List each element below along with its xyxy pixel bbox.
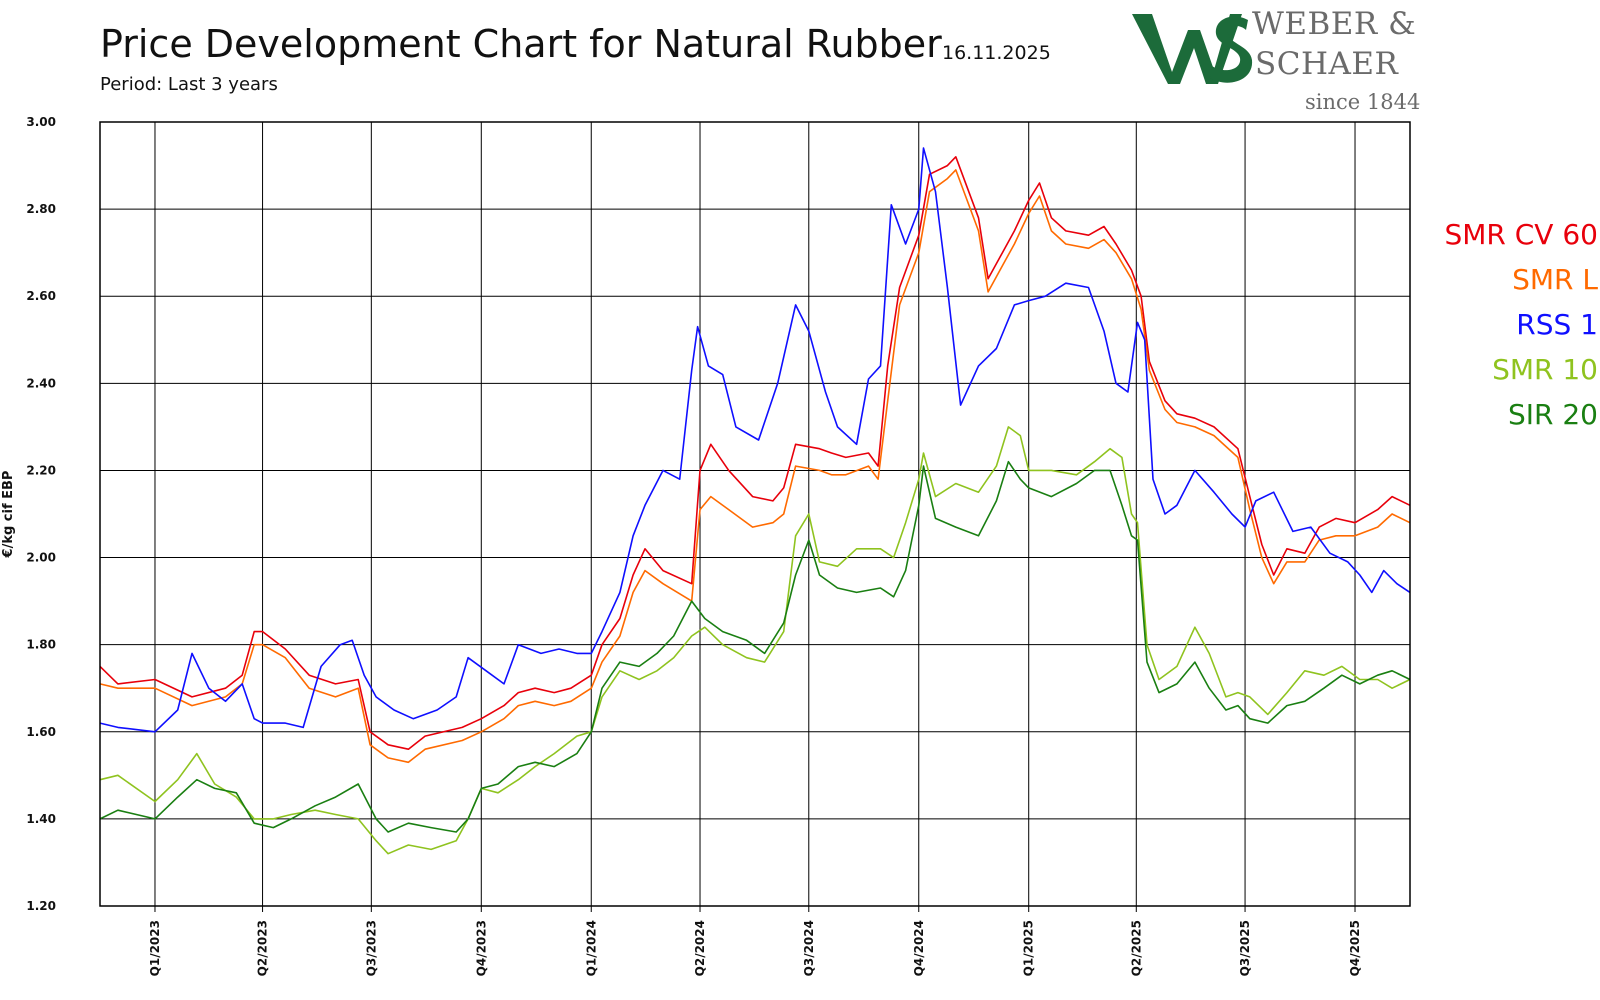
x-tick-label: Q3/2023 xyxy=(364,920,378,976)
y-tick-label: 2.60 xyxy=(26,289,56,303)
chart-date: 16.11.2025 xyxy=(942,42,1051,64)
y-tick-label: 2.00 xyxy=(26,551,56,565)
y-tick-label: 1.80 xyxy=(26,638,56,652)
grid-lines xyxy=(100,121,1410,912)
legend-item-sir20: SIR 20 xyxy=(1507,398,1598,431)
logo-text-line3: since 1844 xyxy=(1305,90,1421,114)
legend-item-smr-cv60: SMR CV 60 xyxy=(1444,218,1598,251)
chart-title: Price Development Chart for Natural Rubb… xyxy=(100,22,942,66)
x-tick-label: Q2/2025 xyxy=(1129,920,1143,976)
y-tick-label: 2.40 xyxy=(26,376,56,390)
legend-item-smr-l: SMR L xyxy=(1512,263,1598,296)
y-tick-label: 1.20 xyxy=(26,899,56,913)
logo-text-line1: WEBER & xyxy=(1252,6,1417,42)
y-axis-label: €/kg cif EBP xyxy=(1,471,16,559)
x-tick-label: Q1/2023 xyxy=(148,920,162,976)
weber-schaer-logo-mark xyxy=(1132,14,1253,84)
series-line-smr-10 xyxy=(99,426,1411,855)
x-tick-label: Q4/2025 xyxy=(1348,920,1362,976)
y-axis-ticks: 1.20 1.40 1.60 1.80 2.00 2.20 2.40 2.60 2.80 3.00 xyxy=(26,115,56,913)
x-axis-ticks: Q1/2023 Q2/2023 Q3/2023 Q4/2023 Q1/2024 Q2/20… xyxy=(148,920,1362,976)
legend-item-rss1: RSS 1 xyxy=(1516,308,1598,341)
x-tick-label: Q2/2024 xyxy=(693,920,707,976)
x-tick-label: Q3/2024 xyxy=(802,920,816,976)
x-tick-label: Q4/2023 xyxy=(474,920,488,976)
logo-w-shape xyxy=(1132,14,1242,84)
x-tick-label: Q1/2024 xyxy=(584,920,598,976)
series-line-sir-20 xyxy=(99,460,1411,833)
x-tick-label: Q2/2023 xyxy=(256,920,270,976)
y-tick-label: 1.60 xyxy=(26,725,56,739)
y-tick-label: 3.00 xyxy=(26,115,56,129)
logo-text-line2: SCHAER xyxy=(1255,46,1399,82)
x-tick-label: Q3/2025 xyxy=(1238,920,1252,976)
y-tick-label: 2.20 xyxy=(26,463,56,477)
chart-subtitle: Period: Last 3 years xyxy=(100,74,278,95)
y-tick-label: 2.80 xyxy=(26,202,56,216)
x-tick-label: Q1/2025 xyxy=(1022,920,1036,976)
series-line-smr-cv-60 xyxy=(99,156,1411,750)
series-lines xyxy=(99,147,1411,855)
series-line-rss-1 xyxy=(99,147,1411,733)
y-tick-label: 1.40 xyxy=(26,812,56,826)
logo-s-shape xyxy=(1210,16,1253,83)
x-tick-label: Q4/2024 xyxy=(912,920,926,976)
plot-area-frame xyxy=(99,121,1411,907)
series-line-smr-l xyxy=(99,169,1411,764)
chart-legend: SMR CV 60 SMR L RSS 1 SMR 10 SIR 20 xyxy=(1420,212,1598,437)
legend-item-smr10: SMR 10 xyxy=(1492,353,1598,386)
